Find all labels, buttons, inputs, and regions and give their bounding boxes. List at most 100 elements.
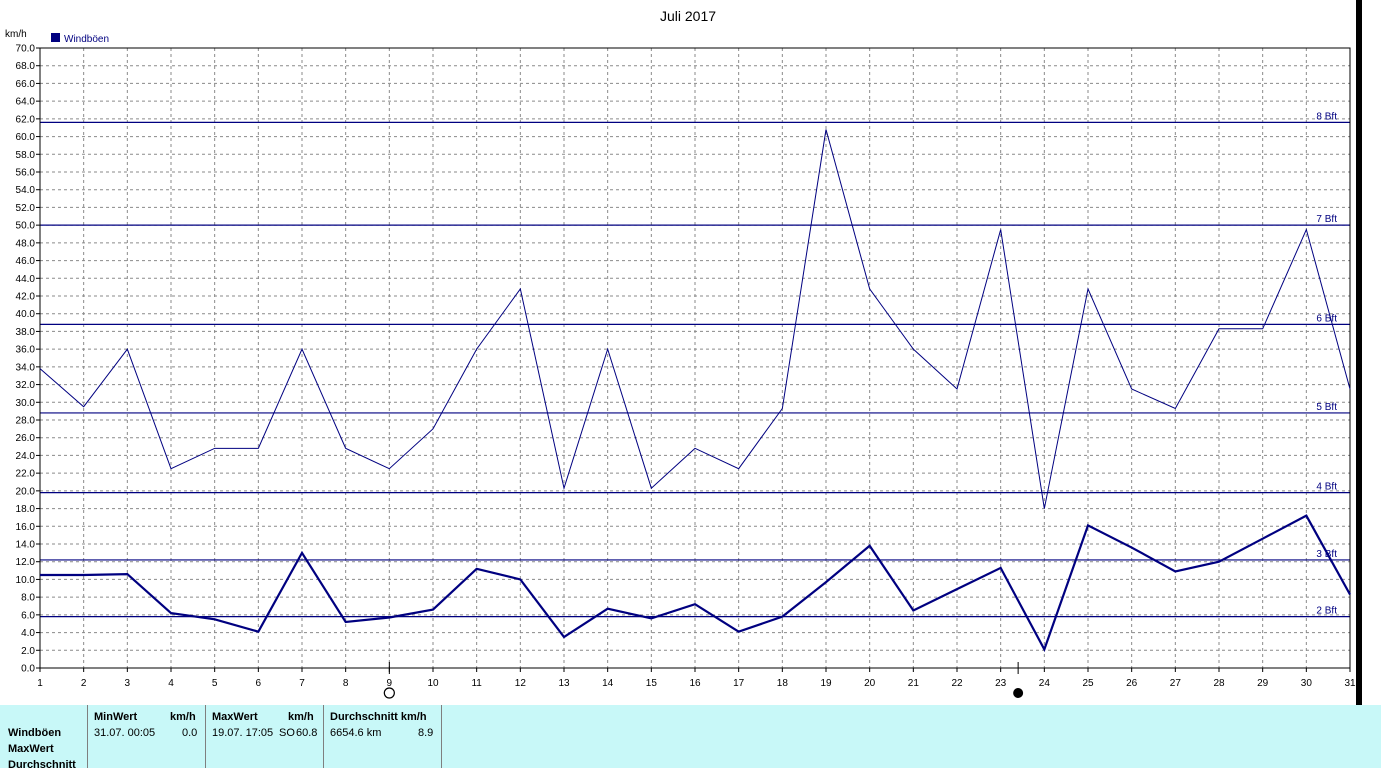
y-tick-label: 18.0 (16, 504, 36, 515)
y-tick-label: 26.0 (16, 433, 36, 444)
stats-row-label: Windböen (8, 727, 62, 739)
series-line-durchschnitt (40, 514, 1351, 653)
y-tick-label: 32.0 (16, 380, 36, 391)
x-tick-label: 10 (427, 678, 439, 689)
beaufort-label: 2 Bft (1316, 606, 1337, 617)
x-tick-label: 25 (1082, 678, 1094, 689)
x-tick-label: 17 (733, 678, 745, 689)
y-tick-label: 34.0 (16, 362, 36, 373)
x-tick-label: 9 (387, 678, 393, 689)
max-unit: km/h (288, 711, 314, 723)
y-tick-label: 10.0 (16, 575, 36, 586)
x-tick-label: 26 (1126, 678, 1138, 689)
x-tick-label: 1 (37, 678, 43, 689)
x-tick-label: 11 (471, 678, 482, 689)
x-tick-label: 7 (299, 678, 305, 689)
beaufort-label: 7 Bft (1316, 214, 1337, 225)
y-tick-label: 44.0 (16, 274, 36, 285)
y-tick-label: 8.0 (21, 593, 35, 604)
stats-separator (87, 705, 88, 768)
y-tick-label: 24.0 (16, 451, 36, 462)
x-tick-label: 30 (1301, 678, 1313, 689)
min-value: 0.0 (182, 727, 198, 739)
x-tick-label: 19 (820, 678, 832, 689)
grid (40, 48, 1350, 668)
max-value: 60.8 (296, 727, 318, 739)
legend-label: Windböen (64, 34, 109, 45)
x-tick-label: 12 (515, 678, 527, 689)
y-tick-label: 62.0 (16, 114, 36, 125)
y-tick-label: 46.0 (16, 256, 36, 267)
x-tick-label: 27 (1170, 678, 1182, 689)
beaufort-label: 5 Bft (1316, 402, 1337, 413)
min-unit: km/h (170, 711, 196, 723)
x-tick-label: 29 (1257, 678, 1269, 689)
x-tick-label: 23 (995, 678, 1007, 689)
stats-separator (323, 705, 324, 768)
chart-right-gap (1362, 0, 1381, 705)
min-date: 31.07. 00:05 (94, 727, 156, 739)
beaufort-label: 4 Bft (1316, 482, 1337, 493)
y-tick-label: 68.0 (16, 61, 36, 72)
y-tick-label: 0.0 (21, 664, 35, 675)
x-tick-label: 16 (689, 678, 701, 689)
x-tick-label: 18 (777, 678, 789, 689)
legend-swatch (51, 33, 60, 42)
x-tick-label: 4 (168, 678, 174, 689)
x-tick-label: 21 (908, 678, 920, 689)
y-tick-label: 28.0 (16, 416, 36, 427)
y-tick-label: 20.0 (16, 486, 36, 497)
y-tick-label: 64.0 (16, 97, 36, 108)
x-tick-label: 14 (602, 678, 614, 689)
y-tick-label: 56.0 (16, 168, 36, 179)
stats-separator (205, 705, 206, 768)
x-tick-label: 6 (256, 678, 262, 689)
series-line-maxwert (39, 129, 1351, 509)
y-tick-label: 58.0 (16, 150, 36, 161)
series (39, 129, 1351, 653)
avg-value: 8.9 (418, 727, 434, 739)
axes: 0.0 2.0 4.0 6.0 8.0 10.0 12.0 14.0 16.0 18.0 20.0 2… (16, 44, 1356, 690)
plot-frame (39, 47, 1351, 669)
y-tick-label: 36.0 (16, 345, 36, 356)
x-tick-label: 24 (1039, 678, 1051, 689)
avg-distance: 6654.6 km (330, 727, 382, 739)
y-tick-label: 42.0 (16, 292, 36, 303)
beaufort-label: 8 Bft (1316, 111, 1337, 122)
y-tick-label: 70.0 (16, 44, 36, 55)
x-tick-label: 31 (1344, 678, 1356, 689)
y-tick-label: 50.0 (16, 221, 36, 232)
y-tick-label: 14.0 (16, 540, 36, 551)
y-tick-label: 48.0 (16, 238, 36, 249)
beaufort-label: 6 Bft (1316, 313, 1337, 324)
x-tick-label: 22 (951, 678, 963, 689)
avg-header: Durchschnitt km/h (330, 711, 427, 723)
moon-phases (383, 662, 1024, 699)
y-tick-label: 16.0 (16, 522, 36, 533)
y-axis-unit-label: km/h (5, 29, 27, 40)
stats-separator (441, 705, 442, 768)
x-tick-label: 3 (125, 678, 131, 689)
y-tick-label: 54.0 (16, 185, 36, 196)
min-header: MinWert (94, 711, 138, 723)
x-tick-label: 15 (646, 678, 658, 689)
x-tick-label: 13 (558, 678, 570, 689)
x-tick-label: 5 (212, 678, 218, 689)
y-tick-label: 60.0 (16, 132, 36, 143)
x-tick-label: 2 (81, 678, 87, 689)
y-tick-label: 38.0 (16, 327, 36, 338)
statistics-panel: Windböen MaxWert Durchschnitt MinWert km… (0, 705, 1381, 771)
y-tick-label: 6.0 (21, 610, 35, 621)
y-tick-label: 4.0 (21, 628, 35, 639)
x-tick-label: 8 (343, 678, 349, 689)
y-tick-label: 52.0 (16, 203, 36, 214)
chart-right-border (1356, 0, 1362, 705)
x-tick-label: 20 (864, 678, 876, 689)
full-moon-icon (383, 687, 395, 699)
stats-row-label: Durchschnitt (8, 759, 76, 771)
y-tick-label: 12.0 (16, 557, 36, 568)
y-tick-label: 30.0 (16, 398, 36, 409)
stats-row-label: MaxWert (8, 743, 54, 755)
